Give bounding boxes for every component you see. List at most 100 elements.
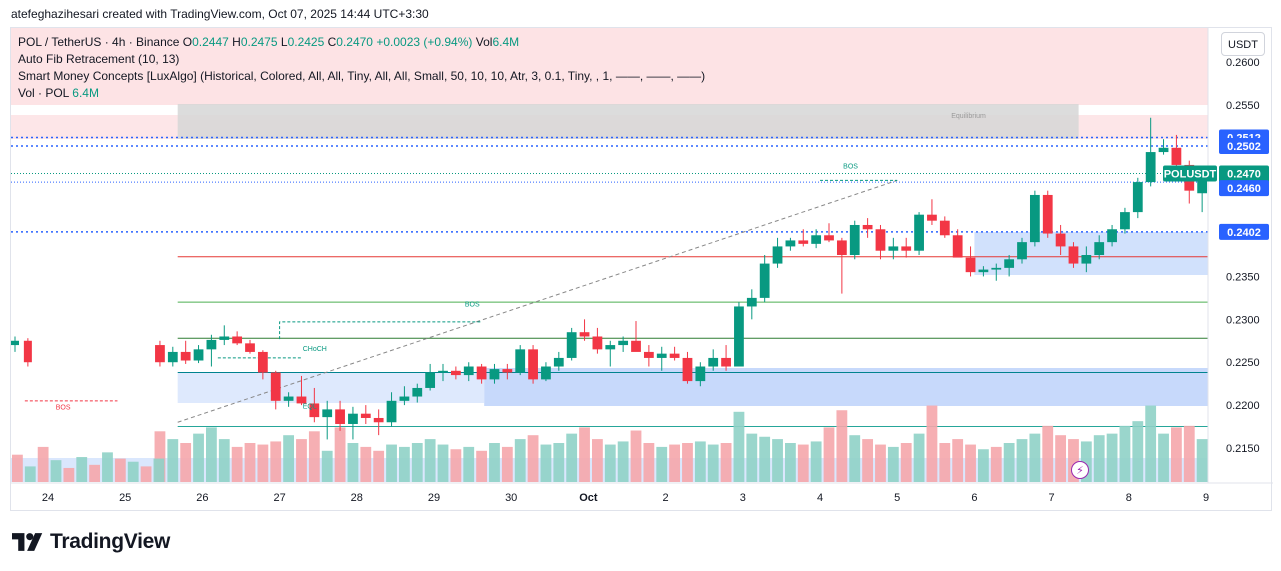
x-tick-label: 7	[1049, 492, 1055, 504]
x-tick-label: 27	[273, 492, 285, 504]
legend-ohlc-line[interactable]: POL / TetherUS · 4h · Binance O0.2447 H0…	[18, 34, 705, 51]
candle-body	[322, 409, 333, 418]
candle-body	[1042, 194, 1053, 234]
candle-body	[373, 417, 384, 423]
currency-button[interactable]: USDT	[1221, 32, 1265, 56]
legend-volume-value: 6.4M	[72, 86, 99, 100]
y-tick-label: 0.2600	[1226, 57, 1260, 69]
volume-bar	[360, 446, 372, 482]
candle-body	[180, 351, 191, 361]
candle-body	[1120, 212, 1130, 230]
chart-annotation: BOS	[465, 301, 480, 308]
candle-body	[798, 240, 809, 244]
candle-body	[283, 396, 294, 401]
candle-body	[952, 235, 963, 258]
candle-body	[914, 214, 924, 251]
price-label-bg	[1219, 180, 1269, 197]
volume-bar	[810, 441, 822, 482]
candlestick-chart[interactable]: Equilibrium BOS BOS CHoCH EQL BOS 0.2600 0.2550…	[11, 28, 1273, 512]
candle-body	[849, 224, 860, 255]
volume-bar	[257, 444, 269, 482]
candle-body	[1029, 194, 1040, 243]
volume-bar	[424, 439, 436, 482]
volume-bar	[1003, 443, 1015, 482]
volume-bar	[1080, 441, 1092, 482]
volume-bar	[1158, 433, 1169, 482]
legend-volume-label: Vol · POL	[18, 86, 69, 100]
candle-body	[618, 340, 629, 346]
candle-body	[1107, 229, 1117, 243]
volume-bar	[63, 467, 75, 482]
volume-bar	[849, 435, 861, 482]
candle-body	[901, 246, 912, 251]
candle-body	[412, 387, 423, 397]
volume-bar	[733, 411, 745, 482]
legend-indicator-smc[interactable]: Smart Money Concepts [LuxAlgo] (Historic…	[18, 69, 706, 83]
volume-bar	[913, 433, 925, 482]
volume-bar	[1132, 421, 1144, 482]
volume-bar	[283, 435, 295, 482]
volume-bar	[102, 452, 113, 482]
candle-body	[245, 343, 255, 352]
x-tick-label: 6	[971, 492, 977, 504]
x-tick-label: 29	[428, 492, 440, 504]
price-label: 0.2460	[1227, 183, 1261, 195]
legend-change: +0.0023 (+0.94%)	[376, 35, 473, 49]
candle-body	[348, 413, 358, 424]
candle-body	[1171, 147, 1182, 165]
chart-frame[interactable]: Equilibrium BOS BOS CHoCH EQL BOS 0.2600 0.2550…	[10, 27, 1273, 512]
candle-body	[836, 240, 847, 255]
x-tick-label: 25	[119, 492, 131, 504]
volume-bar	[1171, 427, 1182, 482]
candle-body	[759, 263, 770, 298]
chart-annotation: EQL	[303, 404, 317, 411]
volume-bar	[746, 433, 758, 482]
lightning-icon[interactable]: ⚡	[1071, 461, 1089, 479]
volume-bar	[50, 460, 62, 482]
legend-vol-label: Vol	[475, 35, 493, 49]
volume-bar	[373, 450, 385, 482]
volume-bar	[527, 435, 539, 482]
volume-bar	[76, 457, 88, 482]
volume-bar	[900, 443, 912, 482]
legend-low-value: 0.2425	[287, 35, 325, 49]
candle-body	[515, 349, 526, 373]
chart-legend: POL / TetherUS · 4h · Binance O0.2447 H0…	[18, 34, 705, 102]
volume-bar	[978, 449, 989, 482]
tradingview-logo[interactable]: TradingView	[12, 530, 170, 554]
candle-body	[1017, 242, 1027, 260]
candle-body	[386, 400, 397, 423]
volume-bar	[167, 439, 179, 482]
candle-body	[553, 357, 564, 367]
candle-body	[643, 351, 654, 358]
tradingview-logo-icon	[12, 533, 43, 551]
y-tick-label: 0.2250	[1226, 357, 1260, 369]
legend-open-value: 0.2447	[192, 35, 229, 49]
volume-bar	[244, 443, 256, 482]
legend-indicator-volume[interactable]: Vol · POL 6.4M	[18, 85, 705, 102]
volume-bar	[218, 439, 230, 482]
legend-open-label: O	[182, 35, 193, 49]
volume-bar	[952, 439, 964, 482]
volume-bar	[206, 427, 217, 482]
candle-body	[463, 366, 474, 376]
volume-bar	[566, 433, 578, 482]
candle-body	[167, 351, 178, 363]
legend-symbol[interactable]: POL / TetherUS · 4h · Binance	[18, 35, 180, 49]
legend-indicator-fib[interactable]: Auto Fib Retracement (10, 13)	[18, 52, 180, 66]
volume-bar	[154, 431, 166, 482]
x-tick-label: 5	[894, 492, 900, 504]
candle-body	[566, 332, 577, 358]
candle-body	[399, 396, 410, 401]
volume-bar	[270, 441, 282, 482]
volume-bar	[347, 443, 359, 482]
volume-bar	[296, 439, 307, 482]
volume-bar	[411, 443, 423, 482]
candle-body	[206, 339, 217, 350]
candle-body	[360, 413, 371, 418]
volume-bar	[140, 466, 152, 482]
candle-body	[489, 369, 500, 380]
volume-bar	[579, 427, 590, 482]
volume-bar	[127, 461, 139, 482]
volume-bar	[797, 444, 809, 482]
